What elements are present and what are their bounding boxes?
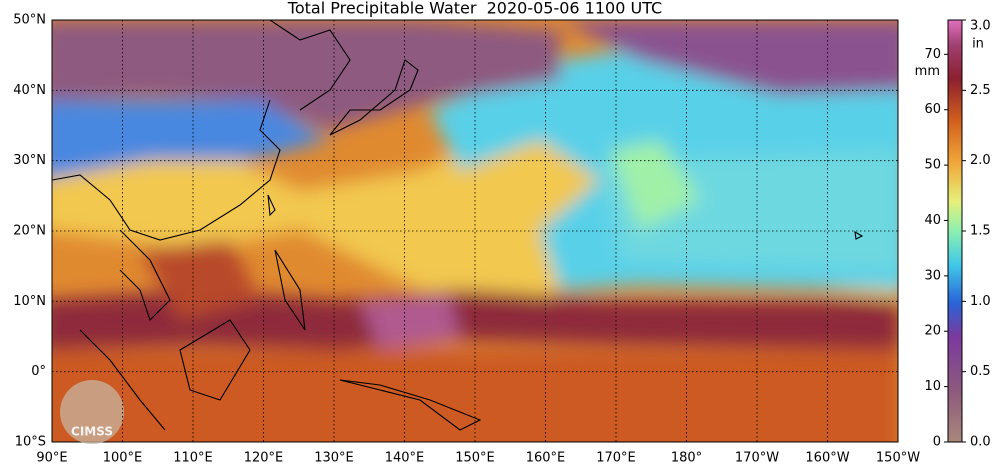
- in-tick-label: 3.0: [970, 19, 991, 34]
- lon-label: 150°E: [455, 451, 495, 466]
- lat-label: 10°N: [13, 294, 46, 309]
- lon-label: 150°W: [876, 451, 920, 466]
- lon-label: 160°E: [526, 451, 566, 466]
- in-tick-label: 0.0: [970, 435, 991, 450]
- lon-label: 90°E: [36, 451, 67, 466]
- mm-tick-label: 70: [924, 47, 941, 62]
- mm-unit: mm: [915, 64, 940, 79]
- in-unit: in: [972, 37, 984, 52]
- lon-label: 160°W: [805, 451, 849, 466]
- lat-label: 50°N: [13, 13, 46, 28]
- mm-tick-label: 40: [924, 213, 941, 228]
- lon-label: 170°W: [735, 451, 779, 466]
- colorbar: [947, 19, 963, 443]
- in-tick-label: 1.5: [970, 224, 991, 239]
- lat-label: 40°N: [13, 83, 46, 98]
- in-tick-label: 1.0: [970, 294, 991, 309]
- logo-text: CIMSS: [71, 425, 113, 439]
- mm-tick-label: 60: [924, 102, 941, 117]
- mm-tick-label: 50: [924, 158, 941, 173]
- lon-label: 120°E: [244, 451, 284, 466]
- mm-tick-label: 10: [924, 379, 941, 394]
- lon-label: 100°E: [103, 451, 143, 466]
- lat-label: 20°N: [13, 224, 46, 239]
- lat-label: 10°S: [15, 435, 46, 450]
- lon-label: 180°: [671, 451, 702, 466]
- mm-tick-label: 20: [924, 324, 941, 339]
- in-tick-label: 2.5: [970, 83, 991, 98]
- in-tick-label: 2.0: [970, 153, 991, 168]
- lon-label: 140°E: [385, 451, 425, 466]
- lon-label: 110°E: [173, 451, 213, 466]
- lon-label: 170°E: [596, 451, 636, 466]
- logo: CIMSS: [60, 380, 124, 444]
- in-tick-label: 0.5: [970, 364, 991, 379]
- lat-label: 0°: [31, 364, 46, 379]
- lat-label: 30°N: [13, 153, 46, 168]
- lon-label: 130°E: [314, 451, 354, 466]
- mm-tick-label: 0: [933, 435, 941, 450]
- mm-tick-label: 30: [924, 268, 941, 283]
- title: Total Precipitable Water 2020-05-06 1100…: [287, 0, 662, 18]
